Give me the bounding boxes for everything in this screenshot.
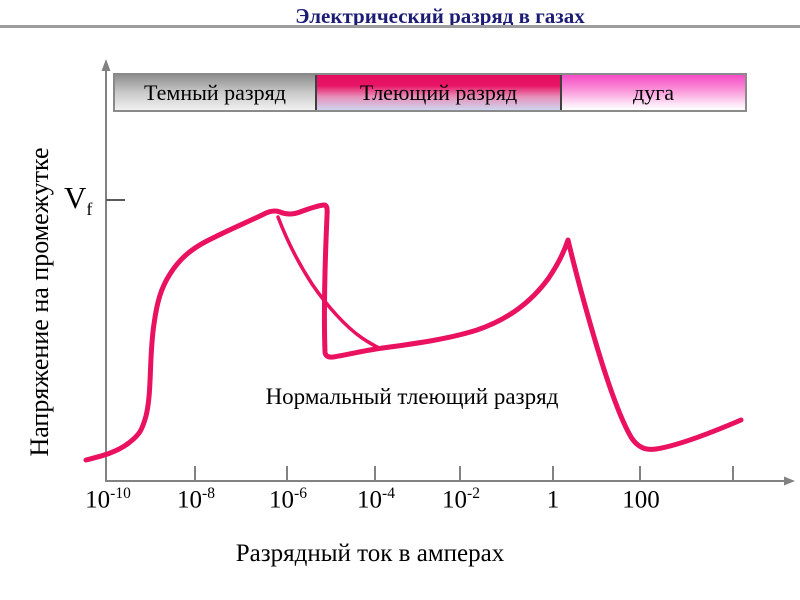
discharge-curve	[83, 202, 744, 463]
x-tick-label-1e-4: 10-4	[357, 485, 395, 514]
x-tick-label-1e-2: 10-2	[442, 485, 480, 514]
x-axis-arrow-icon	[784, 476, 795, 486]
x-tick-label-1e-10: 10-10	[85, 485, 131, 514]
x-tick-label-1: 1	[546, 486, 560, 514]
x-tick-label-1e-6: 10-6	[269, 485, 307, 514]
region-glow-discharge: Тлеющий разряд	[315, 75, 560, 110]
region-dark-discharge-label: Темный разряд	[144, 79, 286, 105]
discharge-regions-bar: Темный разряд Тлеющий разряд дуга	[113, 73, 747, 112]
y-axis-arrow-icon	[101, 59, 111, 71]
x-axis-title: Разрядный ток в амперах	[235, 540, 505, 567]
discharge-curve-transition-branch	[276, 215, 381, 350]
y-tick-label-vf: Vf	[64, 180, 93, 220]
x-axis-ticks	[194, 466, 734, 480]
page-title: Электрический разряд в газах	[295, 4, 585, 28]
region-arc-label: дуга	[633, 79, 674, 105]
title-rule	[0, 25, 800, 28]
y-axis-title: Напряжение на промежутке	[25, 147, 54, 457]
region-dark-discharge: Темный разряд	[115, 75, 315, 110]
normal-glow-annotation: Нормальный тлеющий разряд	[265, 384, 559, 409]
region-glow-discharge-label: Тлеющий разряд	[359, 79, 518, 105]
x-tick-label-1e-8: 10-8	[177, 485, 215, 514]
region-arc: дуга	[560, 75, 745, 110]
x-tick-label-100: 100	[622, 486, 660, 514]
